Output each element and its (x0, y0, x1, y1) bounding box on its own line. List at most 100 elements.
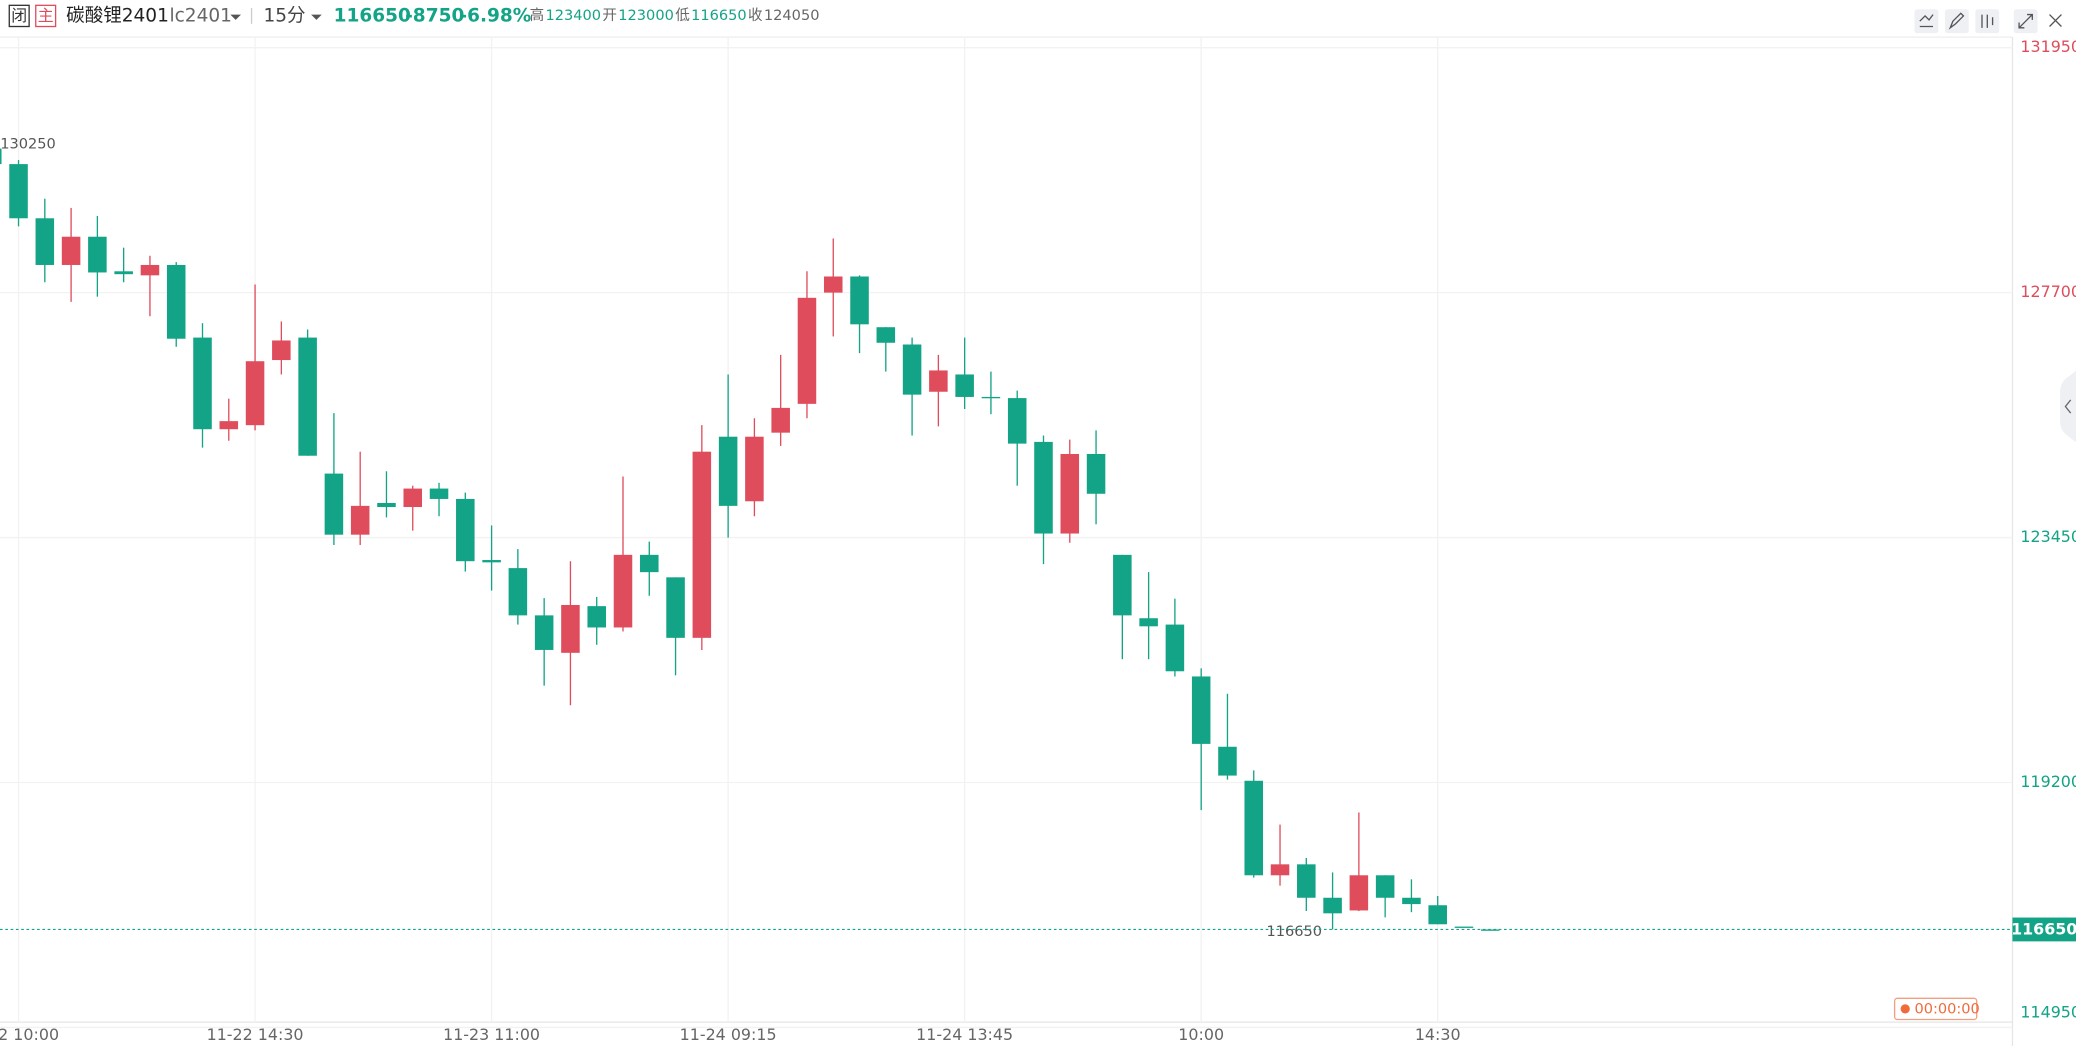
candle-body (823, 276, 843, 293)
dropdown-arrow[interactable] (230, 14, 241, 20)
tool-icon (1981, 14, 1994, 28)
y-tick-label: 119200 (2020, 772, 2076, 791)
tool-button[interactable] (1944, 9, 1969, 34)
candle-body (1218, 746, 1237, 776)
x-tick-label: 11-23 11:00 (443, 1025, 540, 1044)
price: 116650 (334, 5, 411, 26)
close-icon[interactable] (2049, 14, 2062, 27)
last-price-box (2012, 917, 2076, 942)
candle-body (298, 337, 317, 456)
candle-body (482, 560, 501, 563)
candle-body (929, 370, 948, 392)
candle-body (1454, 926, 1474, 928)
candle-body (561, 604, 580, 653)
candle-body (771, 407, 790, 433)
stats: 高 123400 开 123000 低 116650 收 124050 (530, 7, 820, 24)
x-tick-label: 10:00 (1178, 1025, 1224, 1044)
tool-icon (1948, 12, 1965, 30)
candle-body (745, 436, 764, 502)
candle-body (193, 337, 212, 430)
candle-body (692, 451, 712, 638)
max-label: 130250 (0, 135, 56, 152)
tool-icon (1919, 14, 1934, 28)
candle-body (718, 436, 738, 506)
candle-body (981, 396, 1001, 399)
candle-body (166, 264, 186, 339)
stat-value: 123400 (545, 7, 601, 24)
candle-body (1113, 554, 1132, 616)
candle-body (9, 164, 28, 219)
x-tick-label: 11-24 09:15 (680, 1025, 777, 1044)
candle-body (902, 344, 922, 395)
candle-body (640, 554, 659, 573)
candle-body (35, 218, 55, 265)
candle-body (1402, 897, 1421, 905)
candle-body (324, 473, 344, 535)
badge: 主 (38, 6, 54, 25)
candle-body (1139, 618, 1158, 627)
candle-body (1191, 676, 1211, 744)
x-tick-label: 11-22 10:00 (0, 1025, 59, 1044)
countdown-icon (1900, 1004, 1910, 1014)
tool-icon (2018, 13, 2033, 29)
stat-label: 开 (602, 7, 617, 24)
labels: 114950 119200 123450 127700 131950 11-22 10:0… (0, 37, 2076, 1044)
candle-body (1244, 780, 1264, 876)
countdown-box (1893, 997, 1978, 1021)
candle-body (456, 498, 475, 562)
last-price-label: 116650 (2011, 920, 2076, 939)
candle-body (403, 488, 423, 508)
candle-body (955, 374, 974, 397)
stat-label: 高 (530, 7, 545, 24)
candle-body (1270, 864, 1290, 876)
candle-body (429, 488, 449, 499)
candle-body (140, 264, 160, 276)
candle-body (1375, 875, 1395, 898)
candle-body (1060, 453, 1080, 534)
candle-body (1297, 864, 1316, 898)
symbol-name[interactable]: 碳酸锂2401 (66, 5, 169, 26)
tool-button[interactable] (1914, 9, 1939, 34)
change: -8750 (405, 5, 464, 26)
candle-body (88, 236, 107, 273)
stat-value: 124050 (764, 7, 820, 24)
symbol-code[interactable]: lc2401 (169, 5, 231, 26)
stat-label: 低 (675, 7, 690, 24)
candle-body (377, 502, 396, 508)
change-pct: -6.98% (459, 5, 531, 26)
x-tick-label: 11-24 13:45 (916, 1025, 1013, 1044)
candle-body (534, 615, 554, 650)
min-label: 116650 (1266, 923, 1322, 940)
x-tick-label: 11-22 14:30 (207, 1025, 304, 1044)
y-tick-label: 123450 (2020, 527, 2076, 546)
candle-body (666, 577, 685, 638)
countdown: 00:00:00 (1914, 1001, 1979, 1018)
badge-box (8, 4, 30, 28)
badge: 闭 (11, 6, 27, 25)
candle-body (1034, 441, 1053, 534)
candle-body (1428, 905, 1447, 925)
candle-body (1481, 929, 1500, 931)
candle-body (850, 276, 869, 325)
candle-body (587, 606, 606, 628)
candle-body (1323, 897, 1342, 914)
candle-body (350, 505, 370, 535)
candle-body (1007, 398, 1027, 444)
candle-body (0, 148, 2, 165)
stat-label: 收 (748, 7, 763, 24)
side-tab-arrow (2064, 399, 2072, 414)
candle-body (508, 568, 528, 616)
side-tab[interactable] (2060, 370, 2076, 443)
dropdown-arrow[interactable] (311, 14, 322, 20)
candle-body (114, 271, 133, 275)
period[interactable]: 15分 (263, 5, 305, 26)
candle-body (245, 361, 265, 426)
badge-box (35, 4, 57, 28)
candles (0, 148, 1500, 931)
candle-body (1349, 875, 1369, 911)
candle-body (272, 340, 291, 361)
stat-value: 123000 (618, 7, 674, 24)
stat-value: 116650 (691, 7, 747, 24)
